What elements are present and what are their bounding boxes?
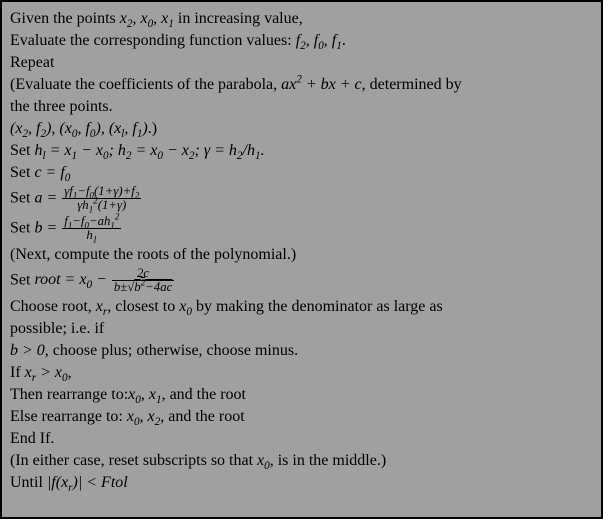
text: Set bbox=[10, 142, 34, 159]
text: , choose plus; otherwise, choose minus. bbox=[45, 342, 298, 359]
math-else: x0, x2 bbox=[127, 408, 160, 425]
line-9: Set a = γf1−f0(1+γ)+f2γh12(1+γ) bbox=[10, 184, 593, 214]
text: If bbox=[10, 364, 25, 381]
line-6: (x2, f2), (x0, f0), (xl, f1).) bbox=[10, 118, 593, 140]
text: Given the points bbox=[10, 10, 120, 27]
text: . bbox=[342, 32, 346, 49]
math-tuples: (x2, f2), (x0, f0), (xl, f1) bbox=[10, 120, 148, 137]
text: (Next, compute the roots of the polynomi… bbox=[10, 246, 296, 263]
line-21: Until |f(xr)| < Ftol bbox=[10, 472, 593, 494]
text: Evaluate the corresponding function valu… bbox=[10, 32, 296, 49]
line-18: Else rearrange to: x0, x2, and the root bbox=[10, 406, 593, 428]
text: by making the denominator as large as bbox=[192, 298, 443, 315]
math-root: root = x0 − bbox=[34, 271, 110, 288]
math-points: x2, x0, x1 bbox=[120, 10, 174, 27]
math-then: x0, x1 bbox=[128, 386, 161, 403]
line-8: Set c = f0 bbox=[10, 162, 593, 184]
line-17: Then rearrange to:x0, x1, and the root bbox=[10, 384, 593, 406]
text: in increasing value, bbox=[174, 10, 303, 27]
text: Set bbox=[10, 164, 34, 181]
math-xr: xr bbox=[96, 298, 107, 315]
math-xrgt: xr > x0 bbox=[25, 364, 68, 381]
math-bgt0: b > 0 bbox=[10, 342, 45, 359]
line-12: Set root = x0 − 2cb±√b2−4ac bbox=[10, 266, 593, 296]
algorithm-box: Given the points x2, x0, x1 in increasin… bbox=[0, 0, 603, 519]
line-10: Set b = f1−f0−ah12h1 bbox=[10, 214, 593, 244]
text: (Evaluate the coefficients of the parabo… bbox=[10, 76, 281, 93]
text: Repeat bbox=[10, 54, 54, 71]
text: Until bbox=[10, 474, 47, 491]
text: Else rearrange to: bbox=[10, 408, 127, 425]
math-fvals: f2, f0, f1 bbox=[296, 32, 342, 49]
frac-a: γf1−f0(1+γ)+f2γh12(1+γ) bbox=[62, 185, 141, 213]
text: possible; i.e. if bbox=[10, 320, 104, 337]
text: , and the root bbox=[160, 408, 244, 425]
math-x0: x0 bbox=[179, 298, 192, 315]
text: Set bbox=[10, 219, 34, 236]
text: End If. bbox=[10, 430, 54, 447]
text: (In either case, reset subscripts so tha… bbox=[10, 452, 257, 469]
math-h: hl = x1 − x0; h2 = x0 − x2; γ = h2/h1. bbox=[34, 142, 264, 159]
math-x0mid: x0 bbox=[257, 452, 270, 469]
line-1: Given the points x2, x0, x1 in increasin… bbox=[10, 8, 593, 30]
frac-root: 2cb±√b2−4ac bbox=[112, 267, 174, 295]
line-15: b > 0, choose plus; otherwise, choose mi… bbox=[10, 340, 593, 362]
text: , and the root bbox=[162, 386, 246, 403]
line-2: Evaluate the corresponding function valu… bbox=[10, 30, 593, 52]
line-14: possible; i.e. if bbox=[10, 318, 593, 340]
line-13: Choose root, xr, closest to x0 by making… bbox=[10, 296, 593, 318]
math-parabola: ax2 + bx + c bbox=[281, 76, 362, 93]
text: , determined by bbox=[362, 76, 462, 93]
line-19: End If. bbox=[10, 428, 593, 450]
line-16: If xr > x0, bbox=[10, 362, 593, 384]
line-5: the three points. bbox=[10, 96, 593, 118]
text: Set bbox=[10, 271, 34, 288]
text: , bbox=[68, 364, 72, 381]
text: Choose root, bbox=[10, 298, 96, 315]
math-a: a = bbox=[34, 190, 61, 207]
text: the three points. bbox=[10, 98, 113, 115]
text: , is in the middle.) bbox=[270, 452, 386, 469]
math-b: b = bbox=[34, 219, 61, 236]
frac-b: f1−f0−ah12h1 bbox=[62, 215, 121, 243]
line-4: (Evaluate the coefficients of the parabo… bbox=[10, 74, 593, 96]
line-7: Set hl = x1 − x0; h2 = x0 − x2; γ = h2/h… bbox=[10, 140, 593, 162]
text: .) bbox=[148, 120, 157, 137]
math-until: |f(xr)| < Ftol bbox=[47, 474, 128, 491]
math-c: c = f0 bbox=[34, 164, 70, 181]
text: Set bbox=[10, 190, 34, 207]
line-3: Repeat bbox=[10, 52, 593, 74]
text: , closest to bbox=[107, 298, 179, 315]
text: Then rearrange to: bbox=[10, 386, 128, 403]
line-11: (Next, compute the roots of the polynomi… bbox=[10, 244, 593, 266]
line-20: (In either case, reset subscripts so tha… bbox=[10, 450, 593, 472]
